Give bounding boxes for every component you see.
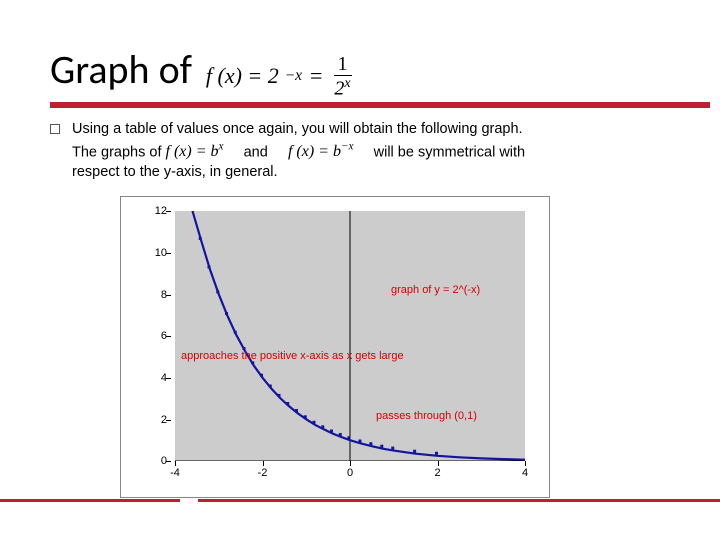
title-rule — [50, 102, 710, 108]
footer-rule — [0, 499, 720, 502]
plot-area — [175, 211, 525, 461]
body-text: Using a table of values once again, you … — [72, 120, 525, 182]
x-tick-label: -2 — [258, 467, 268, 479]
chart: graph of y = 2^(-x) approaches the posit… — [120, 196, 550, 498]
chart-svg — [175, 211, 525, 461]
x-tick-label: 4 — [522, 467, 528, 479]
annot-intercept: passes through (0,1) — [376, 410, 477, 422]
x-tick-label: 0 — [347, 467, 353, 479]
annot-title: graph of y = 2^(-x) — [391, 284, 480, 296]
title-formula: f (x) = 2−x = 1 2x — [206, 54, 355, 99]
annot-asymptote: approaches the positive x-axis as x gets… — [181, 350, 404, 362]
page-title: Graph of — [50, 45, 192, 94]
x-tick-label: -4 — [170, 467, 180, 479]
x-tick-label: 2 — [434, 467, 440, 479]
bullet-icon — [50, 124, 60, 134]
